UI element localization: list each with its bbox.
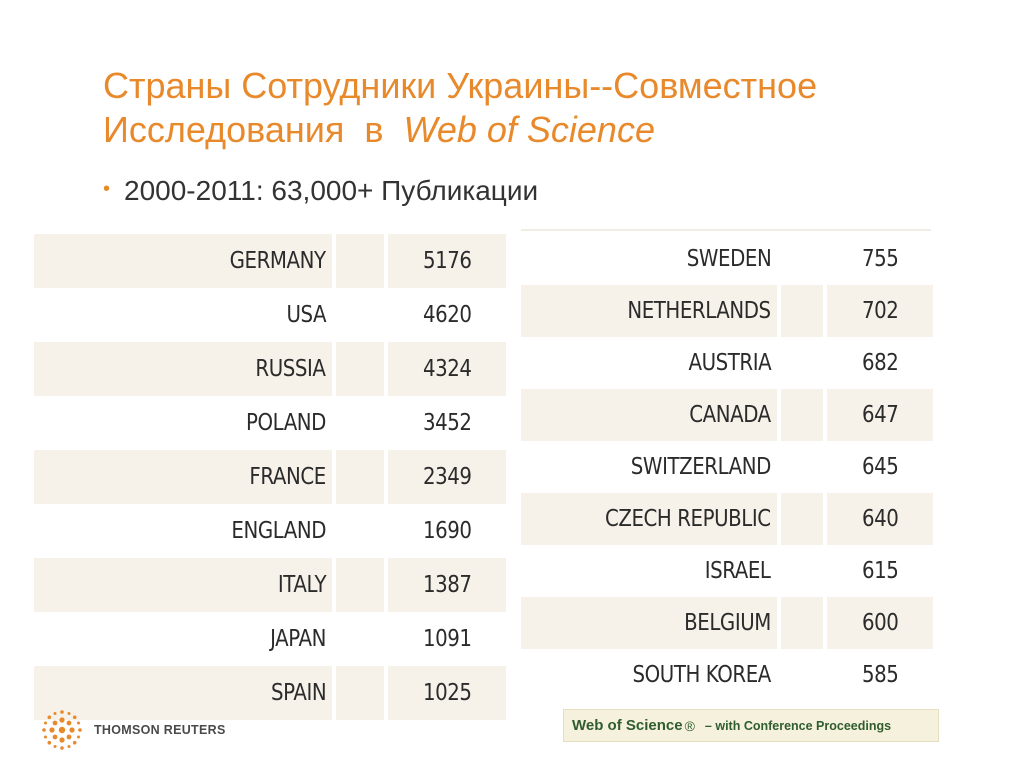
table-spacer-cell [336,396,384,450]
publication-count: 682 [861,350,899,376]
table-spacer-cell [781,441,823,493]
country-table-right: SWEDEN 755 NETHERLANDS 702 AUSTRIA 682 C… [517,233,937,701]
country-name: SOUTH KOREA [632,662,772,688]
table-row: JAPAN 1091 [34,612,506,666]
publication-count: 755 [861,246,899,272]
table-row: AUSTRIA 682 [521,337,933,389]
table-spacer-cell [336,234,384,288]
table-spacer-cell [336,558,384,612]
title-line-2: Исследования в [103,109,404,150]
table-spacer-cell [781,285,823,337]
table-row: NETHERLANDS 702 [521,285,933,337]
table-row: FRANCE 2349 [34,450,506,504]
country-name: USA [286,302,326,328]
country-name: SWITZERLAND [630,454,772,480]
table-row: USA 4620 [34,288,506,342]
table-row: ISRAEL 615 [521,545,933,597]
country-name: SWEDEN [686,246,771,272]
publication-count: 640 [827,493,933,545]
publication-count: 615 [861,558,899,584]
wos-subtitle: – with Conference Proceedings [704,718,892,733]
country-name: RUSSIA [34,342,332,396]
publication-count: 702 [827,285,933,337]
table-row: SWEDEN 755 [521,233,933,285]
country-name: GERMANY [34,234,332,288]
table-row: SPAIN 1025 [34,666,506,720]
country-name: NETHERLANDS [521,285,777,337]
publication-count: 3452 [422,410,472,436]
table-row: ITALY 1387 [34,558,506,612]
table-row: BELGIUM 600 [521,597,933,649]
table-spacer-cell [336,504,384,558]
publication-count: 585 [861,662,899,688]
title-line-1: Страны Сотрудники Украины--Совместное [103,65,818,106]
table-row: GERMANY 5176 [34,234,506,288]
web-of-science-banner: Web of Science ® – with Conference Procee… [563,709,939,742]
title-web-of-science: Web of Science [403,109,655,150]
wos-registered-mark: ® [684,717,695,734]
table-row: POLAND 3452 [34,396,506,450]
table-spacer-cell [781,545,823,597]
table-row: SWITZERLAND 645 [521,441,933,493]
country-name: ITALY [34,558,332,612]
country-name: CZECH REPUBLIC [521,493,777,545]
country-name: FRANCE [34,450,332,504]
table-spacer-cell [781,597,823,649]
table-spacer-cell [336,450,384,504]
bullet-item: • 2000-2011: 63,000+ Публикации [103,175,538,207]
table-spacer-cell [336,666,384,720]
table-row: RUSSIA 4324 [34,342,506,396]
table-row: CANADA 647 [521,389,933,441]
country-name: SPAIN [34,666,332,720]
publication-count: 2349 [388,450,506,504]
thomson-reuters-sphere-icon [42,710,82,750]
country-name: ISRAEL [705,558,771,584]
publication-count: 1387 [388,558,506,612]
table-row: CZECH REPUBLIC 640 [521,493,933,545]
logo-text: THOMSON REUTERS [94,723,226,737]
publication-count: 1091 [422,626,472,652]
table-spacer-cell [781,233,823,285]
publication-count: 1025 [388,666,506,720]
publication-count: 647 [827,389,933,441]
thomson-reuters-logo: THOMSON REUTERS [40,708,226,752]
publication-count: 5176 [388,234,506,288]
slide-title: Страны Сотрудники Украины--Совместное Ис… [103,64,983,152]
table-spacer-cell [336,342,384,396]
country-name: CANADA [521,389,777,441]
table-spacer-cell [781,493,823,545]
table-spacer-cell [336,288,384,342]
publication-count: 4620 [422,302,472,328]
country-name: AUSTRIA [688,350,771,376]
table-spacer-cell [781,337,823,389]
table-row: ENGLAND 1690 [34,504,506,558]
table-spacer-cell [781,389,823,441]
bullet-text: 2000-2011: 63,000+ Публикации [124,175,539,206]
table-row: SOUTH KOREA 585 [521,649,933,701]
country-name: JAPAN [270,626,326,652]
publication-count: 645 [861,454,899,480]
country-name: POLAND [246,410,326,436]
bullet-dot-icon: • [103,177,111,200]
publication-count: 600 [827,597,933,649]
publication-count: 1690 [422,518,472,544]
publication-count: 4324 [388,342,506,396]
country-table-left: GERMANY 5176 USA 4620 RUSSIA 4324 POLAND… [30,234,510,720]
table-top-rule [521,229,931,231]
wos-label: Web of Science [572,717,683,734]
country-name: ENGLAND [231,518,326,544]
table-spacer-cell [336,612,384,666]
country-name: BELGIUM [521,597,777,649]
table-spacer-cell [781,649,823,701]
